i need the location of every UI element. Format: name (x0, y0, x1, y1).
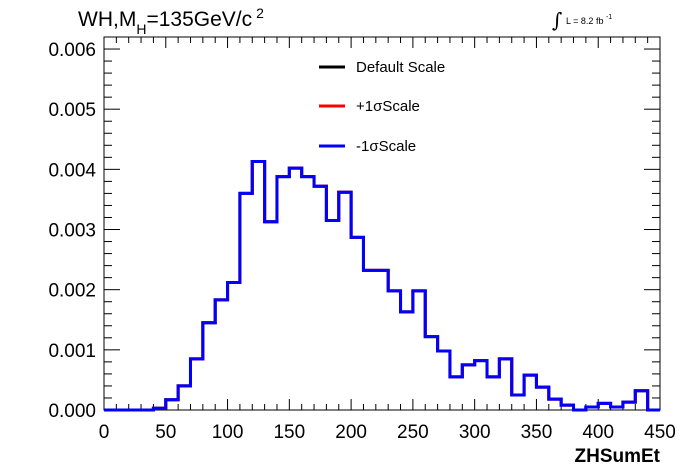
histogram-series-2 (104, 160, 660, 412)
plot-frame (103, 36, 661, 411)
x-tick-label: 250 (397, 422, 429, 443)
x-tick-label: 450 (644, 422, 676, 443)
histogram-series-1 (104, 160, 660, 412)
title-rest: =135GeV/c (146, 8, 253, 31)
y-tick-label: 0.002 (48, 281, 96, 302)
legend-entry: +1σScale (356, 98, 420, 115)
x-tick-label: 50 (155, 422, 176, 443)
y-tick-label: 0.001 (48, 341, 96, 362)
y-tick-label: 0.006 (48, 40, 96, 61)
title-main: WH,M (78, 8, 137, 31)
x-tick-label: 200 (335, 422, 367, 443)
histogram-series-0 (104, 160, 660, 412)
title-superscript: 2 (256, 5, 264, 21)
legend-entry: -1σScale (356, 138, 416, 155)
title-subscript: H (136, 21, 147, 37)
x-tick-label: 100 (212, 422, 244, 443)
luminosity-text: L = 8.2 fb (566, 16, 604, 26)
legend-entry: Default Scale (356, 59, 445, 76)
x-tick-label: 300 (459, 422, 491, 443)
y-tick-label: 0.000 (48, 401, 96, 422)
x-tick-label: 150 (273, 422, 305, 443)
integral-symbol: ∫ (552, 8, 563, 32)
y-tick-label: 0.004 (48, 160, 96, 181)
x-tick-label: 350 (521, 422, 553, 443)
x-axis-label: ZHSumEt (575, 446, 661, 467)
x-tick-label: 0 (99, 422, 110, 443)
y-tick-label: 0.003 (48, 221, 96, 242)
y-tick-label: 0.005 (48, 100, 96, 121)
luminosity-unit-exponent: -1 (605, 14, 613, 21)
chart-title: WH,MH=135GeV/c 2 (78, 5, 264, 37)
luminosity-label: ∫ L = 8.2 fb -1 (552, 8, 613, 32)
x-tick-label: 400 (582, 422, 614, 443)
